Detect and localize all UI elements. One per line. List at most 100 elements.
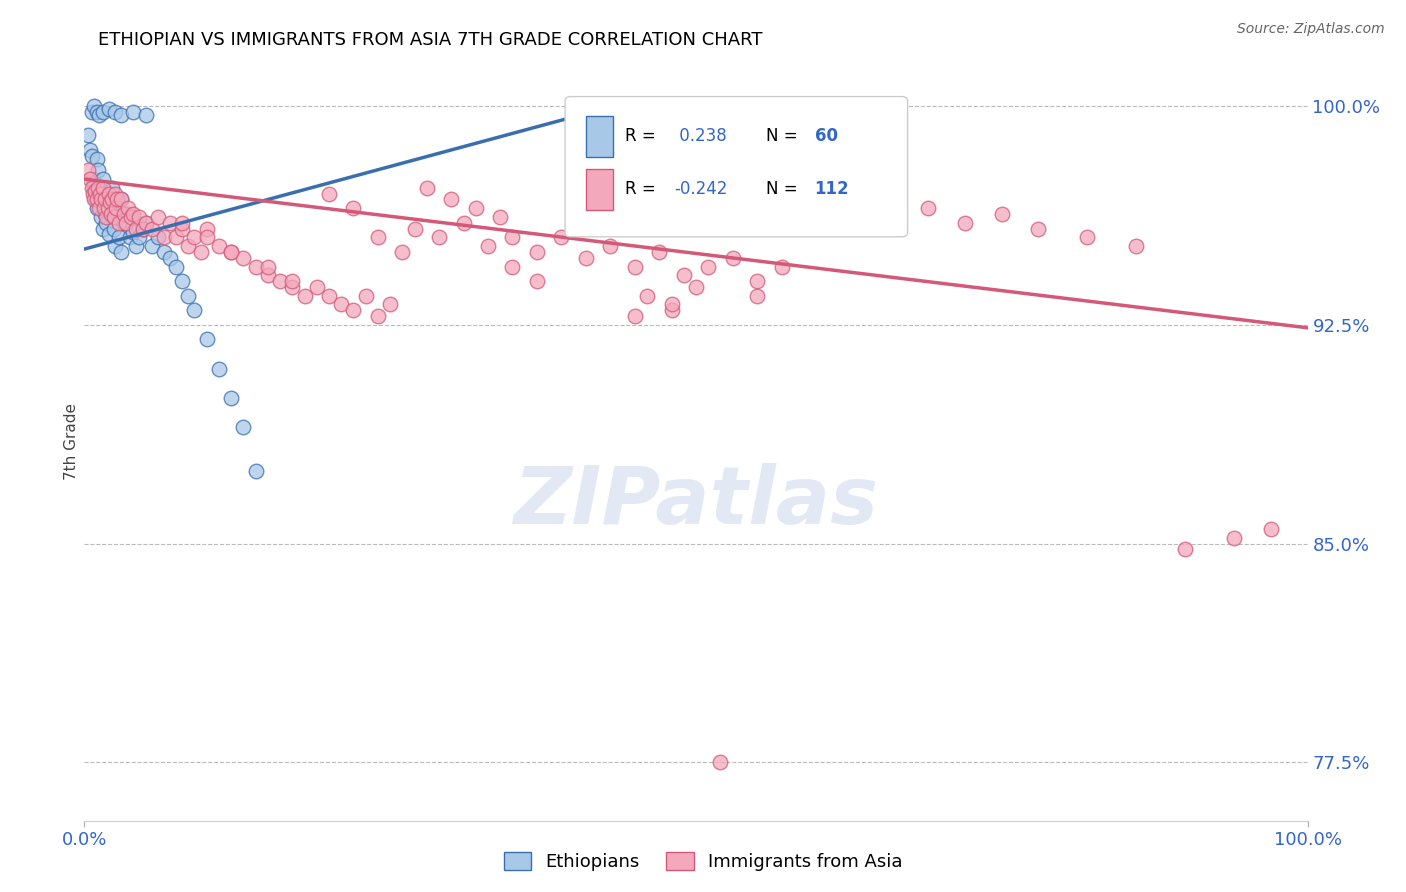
Point	[1174, 542, 1197, 557]
Point	[477, 239, 499, 253]
Point	[135, 108, 157, 122]
Point	[125, 239, 148, 253]
Point	[416, 181, 439, 195]
Point	[342, 303, 364, 318]
Point	[526, 274, 548, 288]
Point	[159, 216, 181, 230]
Point	[807, 201, 830, 215]
Point	[153, 230, 176, 244]
Point	[219, 244, 242, 259]
Text: 60: 60	[814, 128, 838, 145]
Point	[87, 108, 110, 122]
Point	[502, 230, 524, 244]
Point	[880, 193, 903, 207]
Point	[105, 201, 128, 215]
Point	[624, 309, 647, 323]
Point	[77, 128, 100, 143]
Point	[318, 289, 340, 303]
Point	[318, 186, 340, 201]
Point	[502, 260, 524, 274]
Point	[165, 260, 187, 274]
Point	[367, 309, 389, 323]
Point	[94, 207, 117, 221]
Point	[1028, 221, 1050, 235]
Point	[97, 186, 120, 201]
Point	[953, 216, 976, 230]
Point	[440, 193, 463, 207]
Point	[94, 193, 117, 207]
FancyBboxPatch shape	[586, 115, 613, 157]
Point	[172, 216, 194, 230]
Point	[177, 289, 200, 303]
Point	[648, 244, 671, 259]
Point	[89, 186, 111, 201]
Text: ETHIOPIAN VS IMMIGRANTS FROM ASIA 7TH GRADE CORRELATION CHART: ETHIOPIAN VS IMMIGRANTS FROM ASIA 7TH GR…	[98, 31, 763, 49]
Point	[82, 186, 104, 201]
Point	[636, 289, 658, 303]
Point	[661, 297, 683, 311]
Point	[83, 181, 105, 195]
Point	[245, 260, 267, 274]
Point	[83, 193, 105, 207]
Point	[232, 420, 254, 434]
Point	[128, 210, 150, 224]
Point	[93, 201, 115, 215]
Point	[97, 227, 120, 242]
Point	[90, 193, 112, 207]
Point	[612, 201, 634, 215]
Point	[104, 186, 127, 201]
Text: 112: 112	[814, 180, 849, 198]
Point	[98, 195, 121, 210]
Point	[103, 210, 125, 224]
Point	[427, 230, 450, 244]
Text: Source: ZipAtlas.com: Source: ZipAtlas.com	[1237, 22, 1385, 37]
Point	[342, 201, 364, 215]
Point	[245, 464, 267, 478]
Point	[195, 333, 218, 347]
Point	[219, 244, 242, 259]
Point	[97, 201, 120, 215]
Text: N =: N =	[766, 128, 803, 145]
Point	[96, 216, 118, 230]
Point	[208, 361, 231, 376]
Point	[84, 193, 107, 207]
Point	[110, 193, 132, 207]
Point	[208, 239, 231, 253]
Point	[115, 207, 138, 221]
Point	[195, 230, 218, 244]
Point	[354, 289, 377, 303]
Y-axis label: 7th Grade: 7th Grade	[63, 403, 79, 480]
Point	[79, 172, 101, 186]
Point	[104, 105, 127, 120]
Point	[122, 207, 145, 221]
Point	[330, 297, 353, 311]
Point	[110, 108, 132, 122]
Point	[87, 163, 110, 178]
Point	[562, 193, 585, 207]
Point	[624, 260, 647, 274]
Legend: Ethiopians, Immigrants from Asia: Ethiopians, Immigrants from Asia	[496, 845, 910, 879]
Point	[132, 221, 155, 235]
Point	[86, 193, 108, 207]
Point	[118, 230, 141, 244]
Point	[177, 239, 200, 253]
Point	[112, 216, 135, 230]
Point	[128, 230, 150, 244]
Point	[685, 280, 707, 294]
Point	[107, 216, 129, 230]
Point	[709, 756, 731, 770]
Point	[141, 239, 163, 253]
Point	[661, 303, 683, 318]
Point	[100, 201, 122, 215]
Point	[115, 216, 138, 230]
Point	[100, 207, 122, 221]
Point	[172, 221, 194, 235]
Point	[132, 221, 155, 235]
Point	[112, 207, 135, 221]
Point	[305, 280, 328, 294]
Point	[110, 244, 132, 259]
Point	[82, 172, 104, 186]
Point	[86, 105, 108, 120]
Point	[232, 251, 254, 265]
Point	[101, 181, 124, 195]
